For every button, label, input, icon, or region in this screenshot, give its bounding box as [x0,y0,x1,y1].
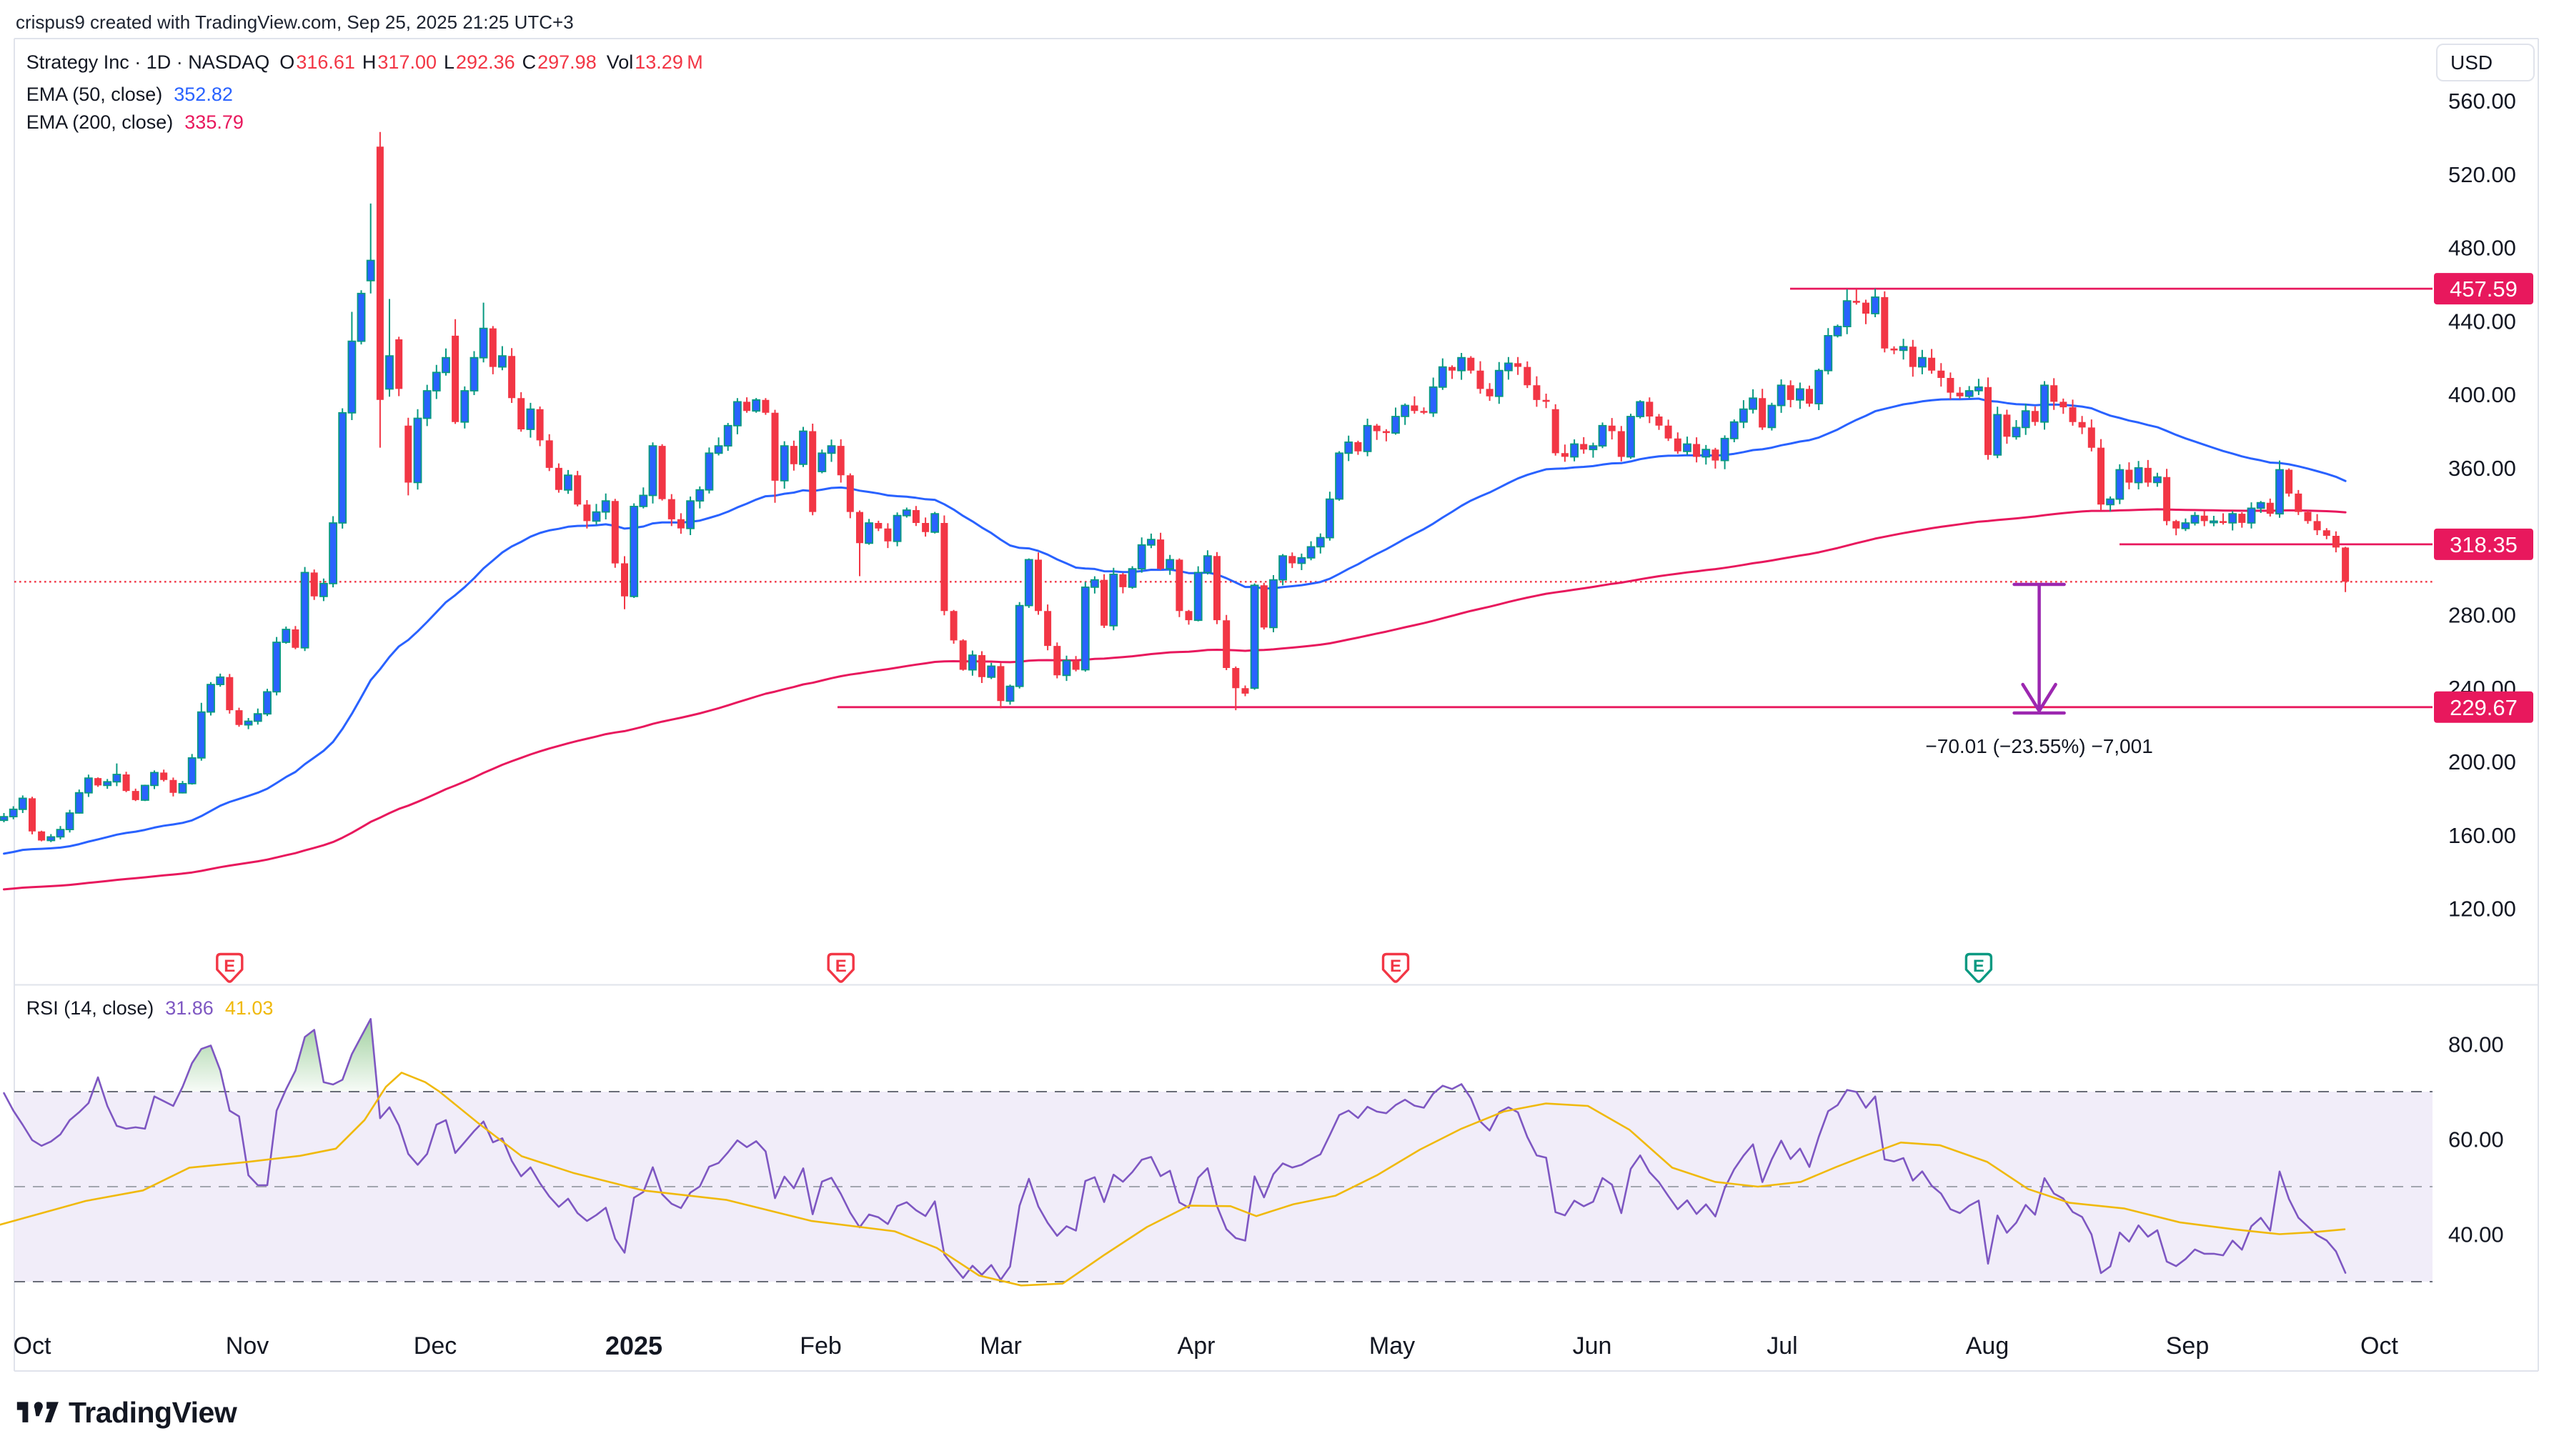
svg-text:480.00: 480.00 [2448,236,2516,261]
svg-text:60.00: 60.00 [2448,1127,2504,1152]
svg-text:E: E [1973,957,1984,976]
svg-text:Aug: Aug [1966,1332,2009,1360]
svg-text:318.35: 318.35 [2450,532,2518,557]
svg-text:crispus9 created with TradingV: crispus9 created with TradingView.com, S… [16,11,574,33]
svg-text:−70.01 (−23.55%) −7,001: −70.01 (−23.55%) −7,001 [1925,735,2152,757]
svg-text:80.00: 80.00 [2448,1032,2504,1057]
svg-text:Oct: Oct [14,1332,51,1360]
svg-text:EMA (50, close)352.82: EMA (50, close) 352.82 [26,84,233,105]
svg-text:40.00: 40.00 [2448,1222,2504,1247]
svg-text:Sep: Sep [2166,1332,2210,1360]
svg-text:Oct: Oct [2360,1332,2398,1360]
svg-text:Apr: Apr [1178,1332,1216,1360]
svg-text:TradingView: TradingView [69,1396,237,1429]
svg-text:Feb: Feb [800,1332,842,1360]
svg-text:120.00: 120.00 [2448,897,2516,922]
svg-text:Jul: Jul [1767,1332,1797,1360]
svg-text:USD: USD [2450,51,2493,74]
svg-text:E: E [835,957,847,976]
svg-text:E: E [224,957,235,976]
svg-text:520.00: 520.00 [2448,162,2516,187]
svg-text:400.00: 400.00 [2448,382,2516,407]
svg-text:229.67: 229.67 [2450,695,2518,720]
svg-text:160.00: 160.00 [2448,823,2516,848]
svg-text:May: May [1369,1332,1415,1360]
svg-text:457.59: 457.59 [2450,276,2518,301]
svg-text:Jun: Jun [1573,1332,1612,1360]
svg-text:Dec: Dec [414,1332,457,1360]
svg-text:EMA (200, close)335.79: EMA (200, close) 335.79 [26,111,244,133]
svg-text:360.00: 360.00 [2448,456,2516,481]
svg-text:200.00: 200.00 [2448,749,2516,774]
svg-text:Nov: Nov [226,1332,269,1360]
svg-text:E: E [1390,957,1401,976]
svg-text:280.00: 280.00 [2448,603,2516,628]
svg-text:440.00: 440.00 [2448,309,2516,334]
svg-text:560.00: 560.00 [2448,89,2516,114]
svg-text:Mar: Mar [980,1332,1022,1360]
svg-text:2025: 2025 [605,1331,662,1360]
